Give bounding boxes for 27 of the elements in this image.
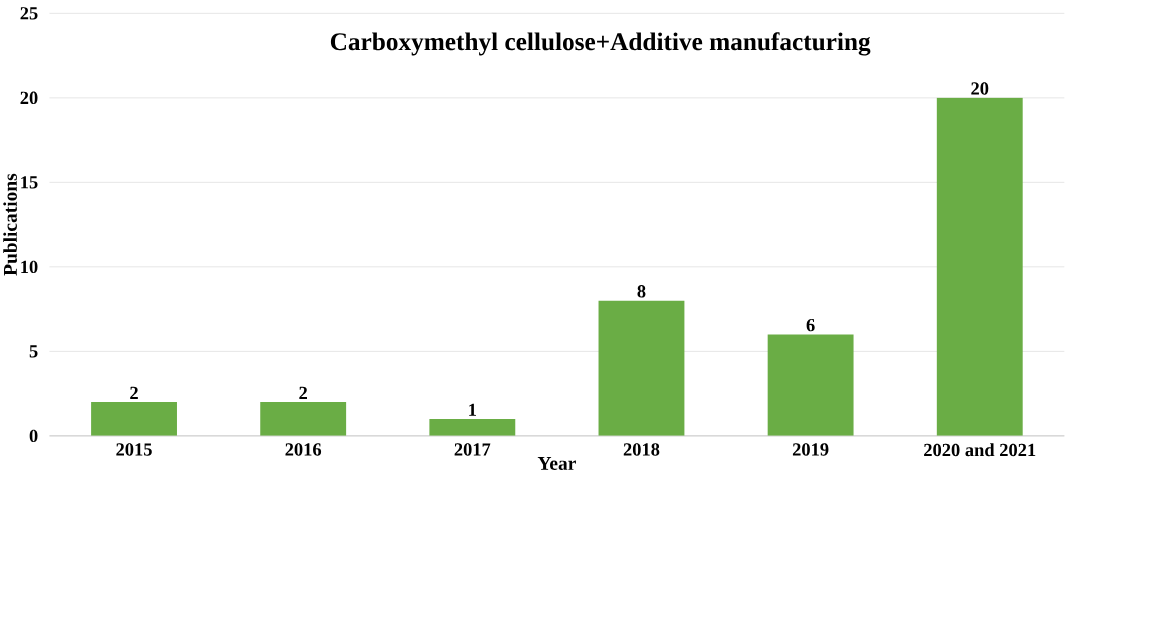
bar — [91, 402, 177, 437]
x-tick-label: 2016 — [285, 443, 322, 456]
x-axis-title: Year — [537, 457, 576, 471]
text: Carboxymethyl cellulose+Additive manufacturing — [330, 32, 871, 56]
y-tick-label: 20 — [20, 91, 38, 105]
bar — [429, 419, 516, 437]
y-tick-label: 25 — [20, 7, 38, 20]
y-axis-title: Publications — [3, 173, 17, 276]
y-tick-label: 5 — [29, 345, 38, 358]
data-label: 20 — [971, 82, 989, 95]
data-label: 2 — [130, 386, 138, 400]
data-label: 2 — [299, 386, 307, 400]
y-tick-label: 10 — [21, 260, 38, 274]
x-tick-label: 2020 and 2021 — [924, 443, 1036, 457]
x-tick-label: 2019 — [792, 443, 829, 456]
bar — [260, 402, 347, 437]
x-tick-label: 2017 — [454, 443, 491, 456]
bar — [936, 97, 1023, 437]
x-tick-label: 2018 — [623, 443, 660, 456]
data-label: 6 — [806, 319, 815, 332]
data-label: 1 — [469, 403, 476, 416]
y-tick-label: 0 — [29, 429, 38, 443]
bar — [598, 300, 685, 437]
x-tick-label: 2015 — [116, 443, 152, 456]
y-tick-label: 15 — [21, 176, 38, 189]
bar — [767, 334, 854, 437]
data-label: 8 — [637, 285, 646, 298]
